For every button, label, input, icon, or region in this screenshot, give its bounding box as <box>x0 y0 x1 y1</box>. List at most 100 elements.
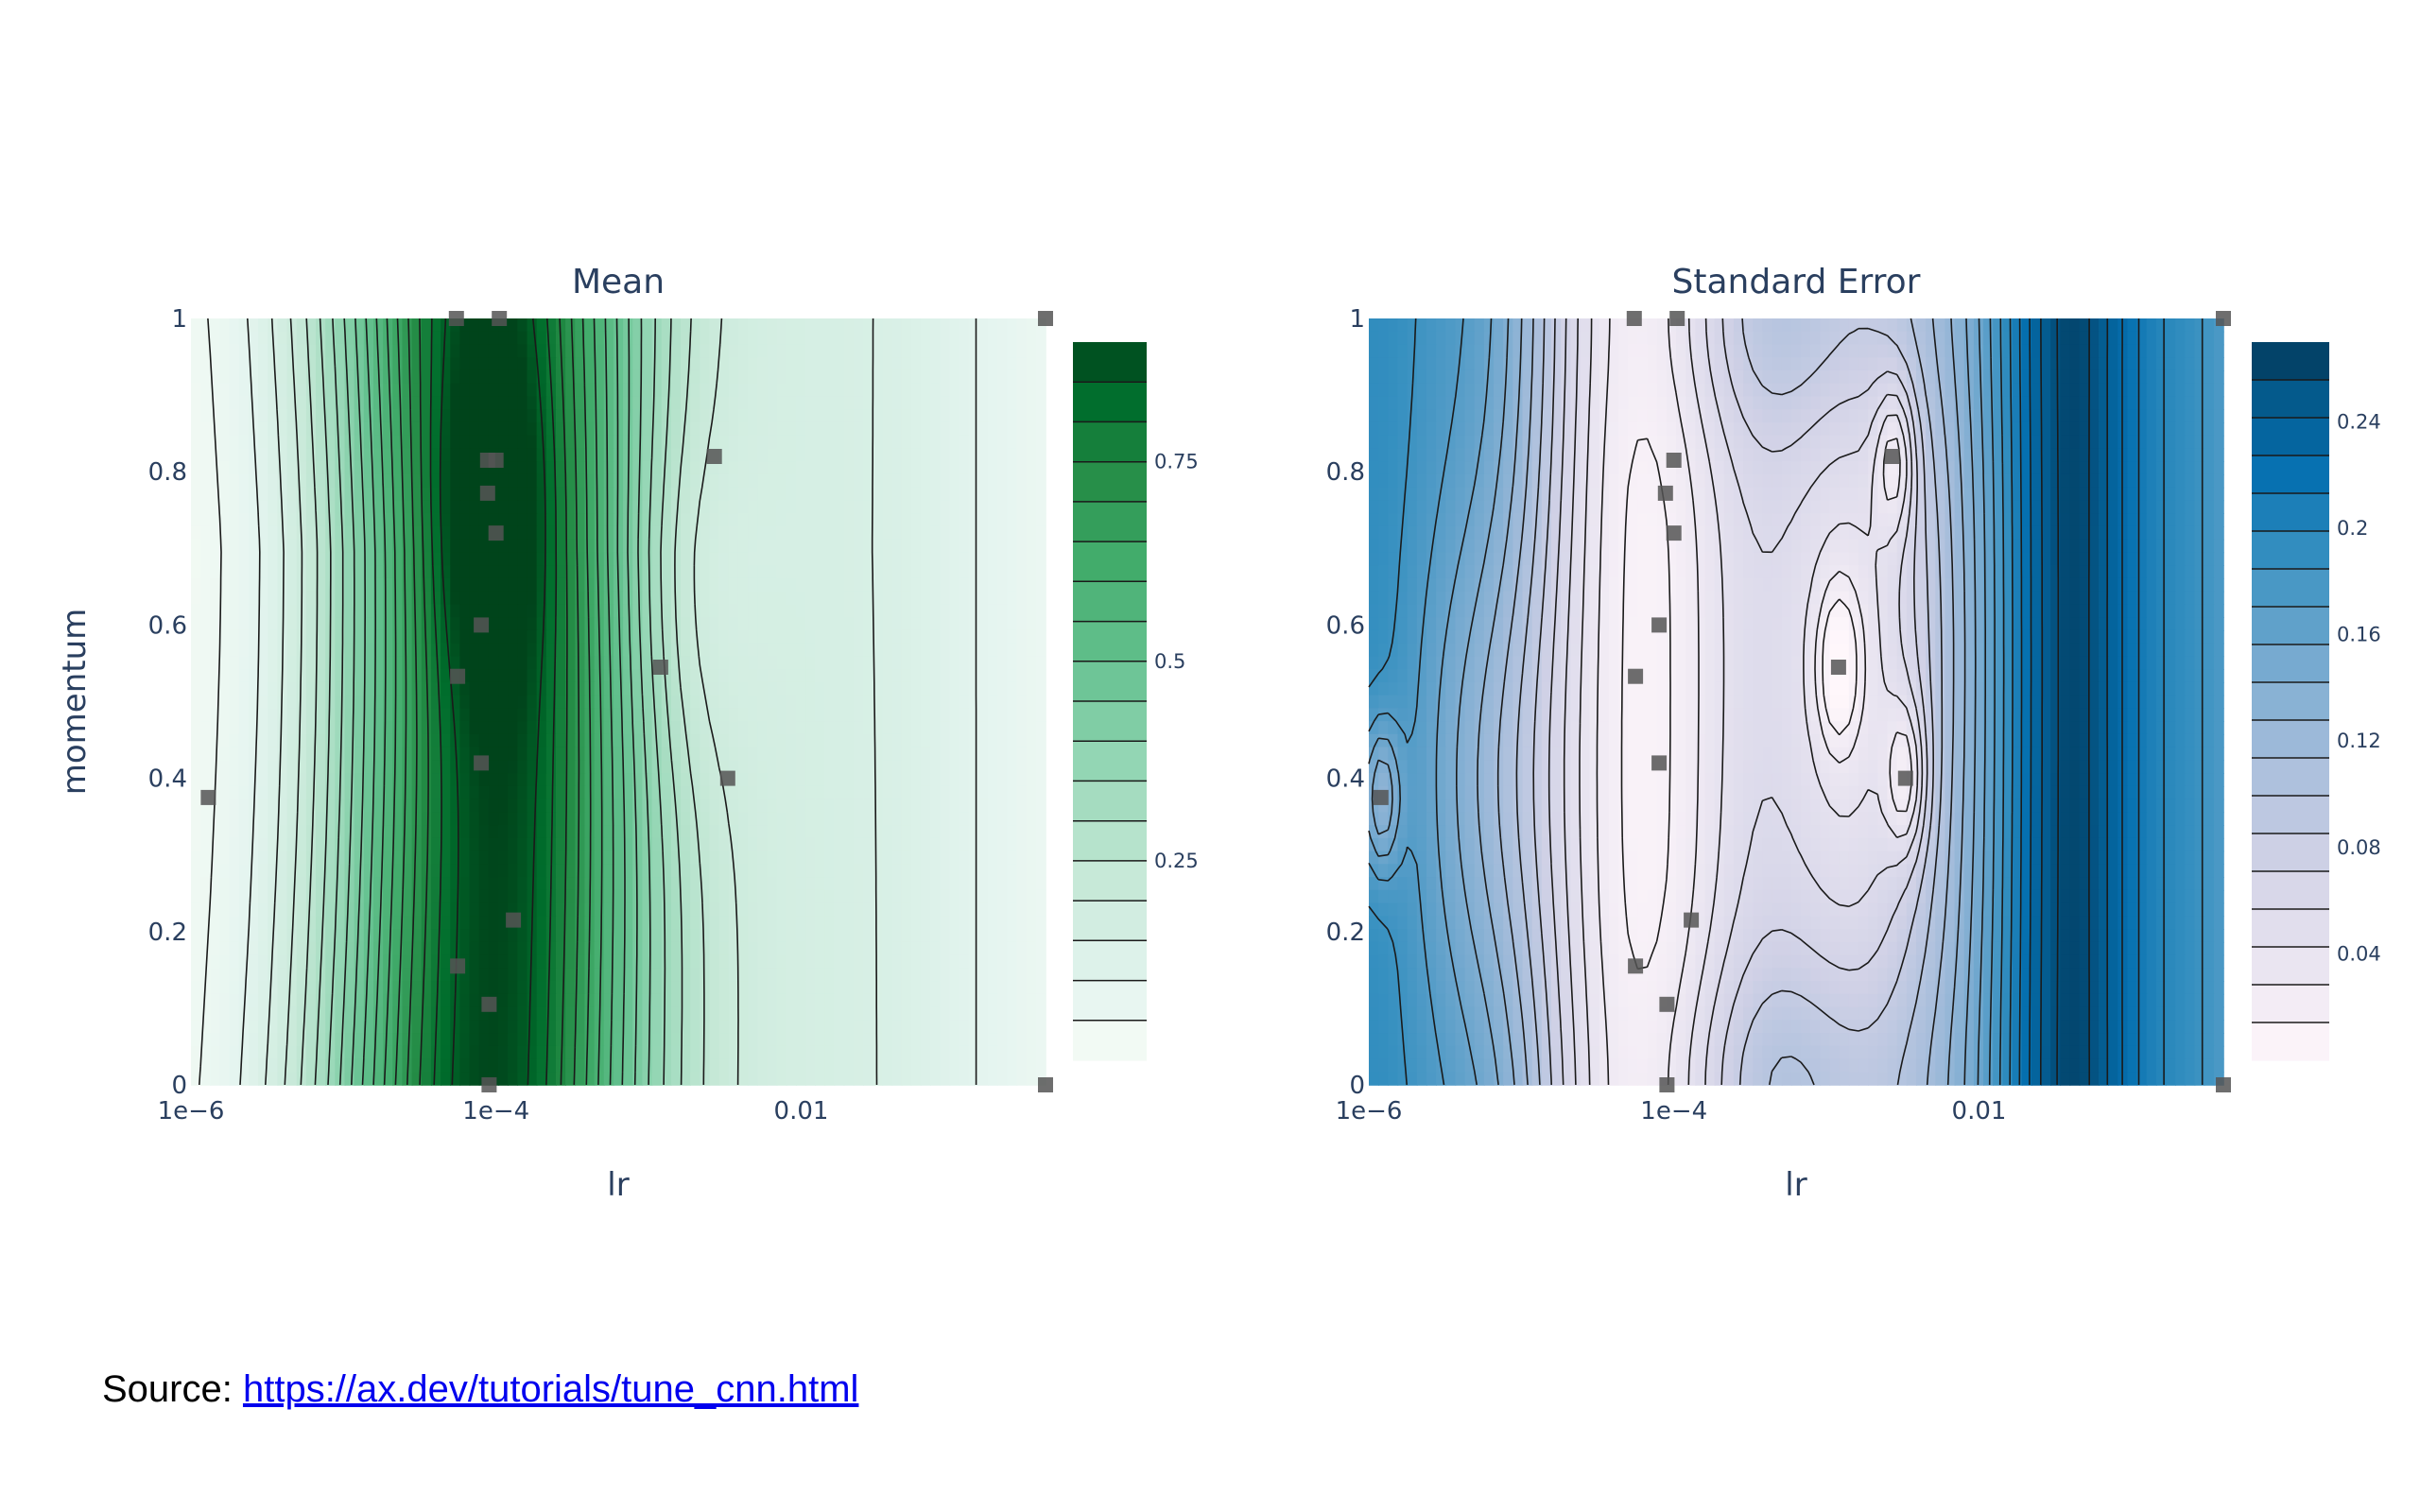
heat-cell <box>498 669 509 683</box>
heat-cell <box>1016 902 1028 918</box>
heat-cell <box>258 617 269 631</box>
heat-cell <box>681 773 691 787</box>
heat-cell <box>968 1006 979 1022</box>
heat-cell <box>853 695 864 710</box>
heat-cell <box>402 344 413 359</box>
heat-cell <box>478 681 490 696</box>
heat-cell <box>824 1020 836 1034</box>
heat-cell <box>642 877 653 891</box>
heat-cell <box>469 473 480 489</box>
heat-cell <box>277 941 288 956</box>
heat-cell <box>853 954 864 970</box>
heat-cell <box>508 889 519 904</box>
heat-cell <box>191 473 201 489</box>
heat-cell <box>517 681 528 696</box>
heat-cell <box>834 461 845 475</box>
heat-cell <box>219 902 231 918</box>
heat-cell <box>949 643 960 658</box>
heat-cell <box>229 889 240 904</box>
heat-cell <box>709 1006 720 1022</box>
heat-cell <box>632 889 644 904</box>
heat-cell <box>949 760 960 774</box>
heat-cell <box>603 799 614 814</box>
heat-cell <box>795 799 806 814</box>
heat-cell <box>623 604 634 618</box>
heat-cell <box>229 513 240 527</box>
heat-cell <box>305 993 317 1008</box>
heat-cell <box>296 1020 307 1034</box>
heat-cell <box>623 850 634 866</box>
heat-cell <box>834 681 845 696</box>
heat-cell <box>977 968 989 982</box>
heat-cell <box>238 747 250 762</box>
heat-cell <box>555 577 566 593</box>
heat-cell <box>718 954 730 970</box>
heat-cell <box>863 577 873 593</box>
heat-cell <box>920 747 931 762</box>
heat-cell <box>344 733 355 748</box>
heat-cell <box>459 1006 471 1022</box>
heat-cell <box>210 669 221 683</box>
heat-cell <box>258 357 269 371</box>
heat-cell <box>305 487 317 502</box>
heat-cell <box>229 604 240 618</box>
heat-cell <box>757 773 769 787</box>
heat-cell <box>748 656 759 670</box>
heat-cell <box>642 604 653 618</box>
heat-cell <box>383 889 394 904</box>
heat-cell <box>824 565 836 579</box>
heat-cell <box>843 916 855 930</box>
heat-cell <box>681 1033 691 1047</box>
heat-cell <box>372 591 384 606</box>
heat-cell <box>940 773 951 787</box>
heat-cell <box>988 916 999 930</box>
heat-cell <box>229 916 240 930</box>
heat-cell <box>949 837 960 852</box>
heat-cell <box>430 733 441 748</box>
heat-cell <box>316 681 326 696</box>
heat-cell <box>661 643 672 658</box>
heat-cell <box>402 968 413 982</box>
heat-cell <box>661 1020 672 1034</box>
heat-cell <box>316 773 326 787</box>
heat-cell <box>757 318 769 333</box>
heat-cell <box>988 902 999 918</box>
heat-cell <box>882 629 893 644</box>
heat-cell <box>305 889 317 904</box>
heat-cell <box>411 954 423 970</box>
heat-cell <box>997 929 1009 943</box>
heat-cell <box>988 396 999 411</box>
heat-cell <box>623 799 634 814</box>
heat-cell <box>210 1020 221 1034</box>
heat-cell <box>700 1020 711 1034</box>
heat-cell <box>757 733 769 748</box>
heat-cell <box>690 695 701 710</box>
heat-cell <box>959 812 970 826</box>
heat-cell <box>258 929 269 943</box>
heat-cell <box>863 318 873 333</box>
heat-cell <box>988 760 999 774</box>
heat-cell <box>430 318 441 333</box>
heat-cell <box>402 500 413 514</box>
heat-cell <box>824 1033 836 1047</box>
heat-cell <box>757 837 769 852</box>
heat-cell <box>517 889 528 904</box>
heat-cell <box>786 435 797 450</box>
heat-cell <box>863 525 873 541</box>
heat-cell <box>411 591 423 606</box>
heat-cell <box>757 916 769 930</box>
heat-cell <box>258 1033 269 1047</box>
heat-cell <box>843 344 855 359</box>
heat-cell <box>718 669 730 683</box>
heat-cell <box>517 552 528 566</box>
heat-cell <box>651 773 663 787</box>
heat-cell <box>1035 331 1046 346</box>
heat-cell <box>392 591 404 606</box>
heat-cell <box>344 889 355 904</box>
heat-cell <box>508 773 519 787</box>
heat-cell <box>661 591 672 606</box>
heat-cell <box>402 837 413 852</box>
heat-cell <box>402 747 413 762</box>
heat-cell <box>527 1033 538 1047</box>
heat-cell <box>459 850 471 866</box>
